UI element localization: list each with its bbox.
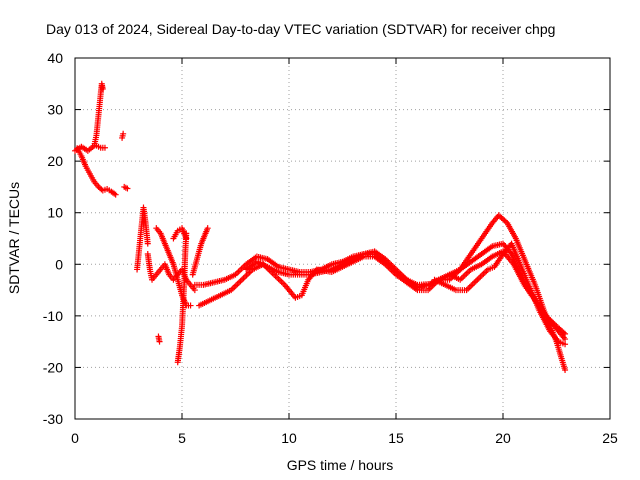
y-tick-label: 10: [47, 205, 63, 221]
axis-ticks: 0 5 10 15 20 25 -30 -20 -10 0 10 20 30 40: [43, 50, 618, 446]
series-s4: [119, 130, 127, 141]
x-tick-label: 5: [178, 430, 186, 446]
data-point: [183, 235, 190, 242]
data-point: [562, 336, 569, 343]
series-s13: [191, 212, 569, 374]
series-s1: [72, 80, 106, 154]
x-tick-label: 20: [495, 430, 511, 446]
data-point: [156, 338, 163, 345]
data-point: [191, 287, 198, 294]
data-point: [204, 225, 211, 232]
series-s6: [134, 204, 151, 273]
data-point: [144, 240, 151, 247]
y-tick-label: 30: [47, 102, 63, 118]
data-points: [72, 80, 569, 374]
x-tick-label: 15: [388, 430, 404, 446]
x-tick-label: 10: [281, 430, 297, 446]
data-point: [187, 302, 194, 309]
y-axis-title: SDTVAR / TECUs: [6, 182, 22, 294]
y-tick-label: -20: [43, 359, 63, 375]
data-point: [562, 341, 569, 348]
data-point: [112, 191, 119, 198]
series-s9: [155, 333, 163, 345]
data-point: [99, 85, 106, 92]
series-s11: [170, 225, 190, 242]
data-point: [562, 367, 569, 374]
series-s3: [93, 142, 108, 151]
series-s12: [189, 225, 211, 278]
x-axis-title: GPS time / hours: [287, 457, 394, 473]
y-tick-label: 20: [47, 153, 63, 169]
chart-title: Day 013 of 2024, Sidereal Day-to-day VTE…: [46, 21, 555, 37]
data-point: [120, 130, 127, 137]
y-tick-label: -10: [43, 308, 63, 324]
series-s2: [74, 145, 119, 198]
plot-frame: [74, 57, 611, 420]
y-tick-label: 0: [55, 256, 63, 272]
data-point: [124, 185, 131, 192]
y-tick-label: 40: [47, 50, 63, 66]
y-tick-label: -30: [43, 411, 63, 427]
series-s16: [431, 240, 569, 348]
grid: [75, 58, 610, 419]
x-tick-label: 25: [602, 430, 618, 446]
series-s10: [174, 230, 190, 366]
data-point: [101, 144, 108, 151]
x-tick-label: 0: [71, 430, 79, 446]
series-s5: [121, 183, 131, 192]
